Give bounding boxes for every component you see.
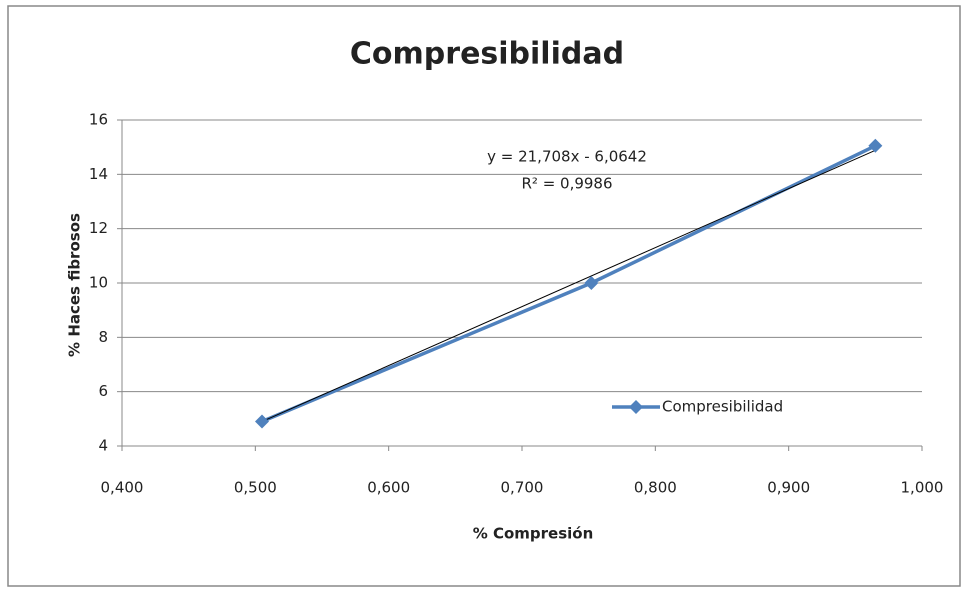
y-tick-label: 14	[89, 165, 108, 183]
y-tick-label: 12	[89, 219, 108, 237]
chart-border	[7, 5, 961, 587]
legend-label: Compresibilidad	[662, 398, 783, 416]
marker	[868, 138, 883, 153]
x-tick-label: 0,900	[767, 479, 810, 497]
x-tick-label: 0,500	[234, 479, 277, 497]
marker	[584, 276, 599, 290]
y-tick-label: 8	[98, 328, 108, 346]
trendline-equation: y = 21,708x - 6,0642	[487, 148, 647, 166]
chart-title: Compresibilidad	[350, 37, 624, 72]
y-axis-label: % Haces fibrosos	[66, 213, 84, 357]
y-tick-label: 10	[89, 274, 108, 292]
x-tick-label: 0,400	[101, 479, 144, 497]
x-tick-label: 0,600	[367, 479, 410, 497]
x-tick-label: 0,700	[501, 479, 544, 497]
legend-marker	[629, 400, 643, 414]
y-tick-label: 16	[89, 111, 108, 129]
x-tick-label: 1,000	[901, 479, 944, 497]
marker	[255, 414, 269, 429]
trendline-r2: R² = 0,9986	[521, 175, 612, 193]
trendline	[261, 149, 876, 423]
y-tick-label: 4	[98, 437, 108, 455]
x-tick-label: 0,800	[634, 479, 677, 497]
x-axis-label: % Compresión	[473, 525, 594, 543]
y-tick-label: 6	[98, 382, 108, 400]
